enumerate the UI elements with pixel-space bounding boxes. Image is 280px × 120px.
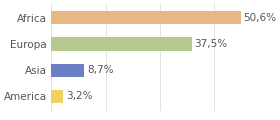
Text: 3,2%: 3,2% (66, 91, 93, 101)
Bar (52, 37, 192, 51)
Bar (52, 11, 241, 24)
Bar (52, 90, 63, 103)
Bar (52, 64, 84, 77)
Text: 8,7%: 8,7% (87, 65, 113, 75)
Text: 37,5%: 37,5% (195, 39, 228, 49)
Text: 50,6%: 50,6% (244, 13, 277, 23)
